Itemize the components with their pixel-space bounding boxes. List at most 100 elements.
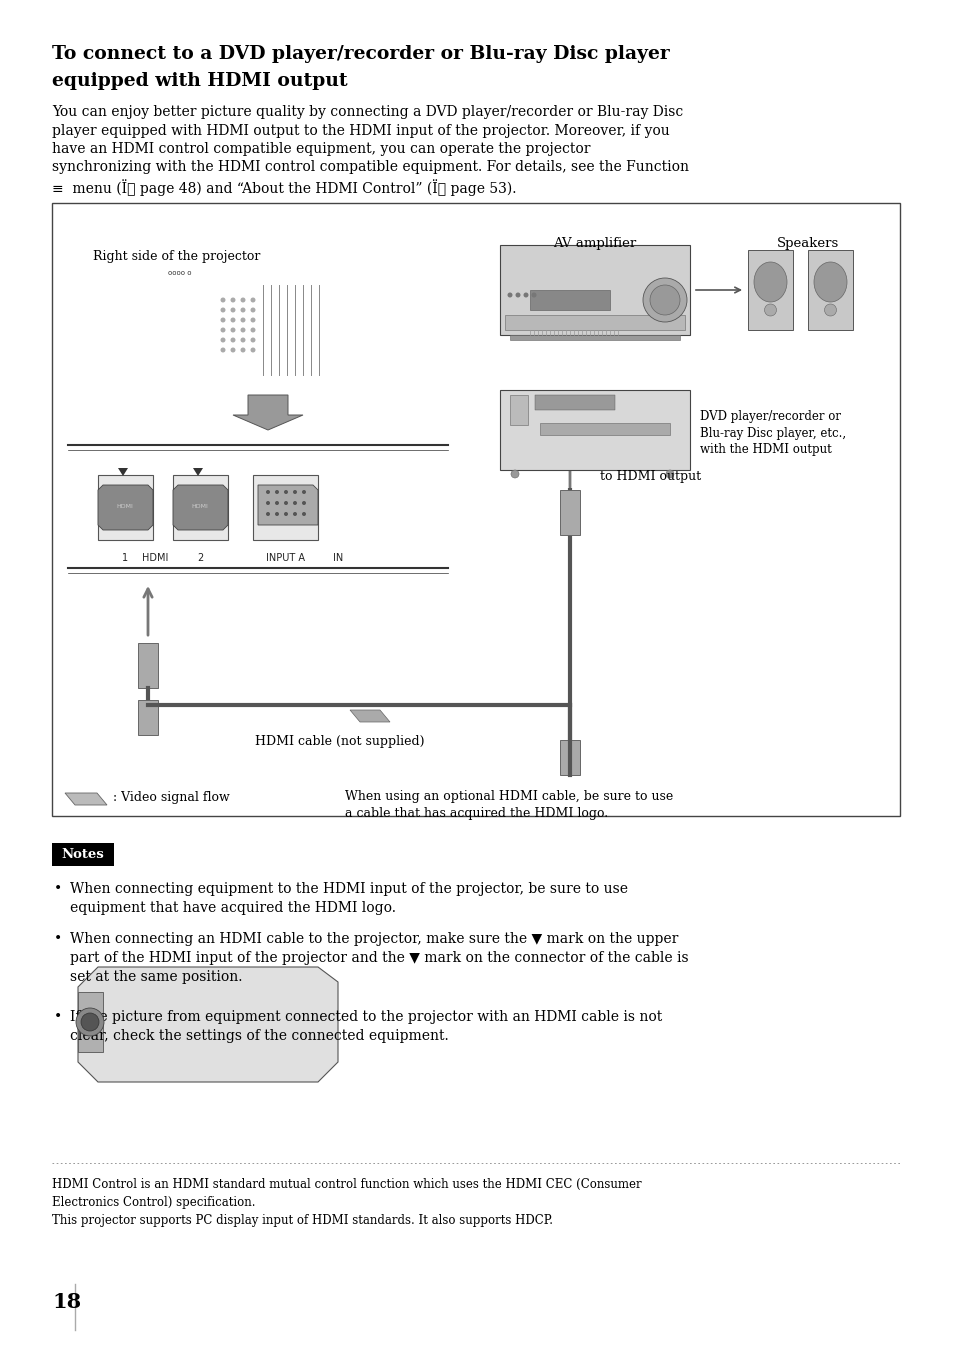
Text: IN: IN — [333, 553, 343, 562]
Circle shape — [642, 279, 686, 322]
Circle shape — [251, 327, 255, 333]
Circle shape — [231, 297, 235, 303]
Ellipse shape — [813, 262, 846, 301]
Circle shape — [220, 307, 225, 312]
Circle shape — [220, 297, 225, 303]
Ellipse shape — [753, 262, 786, 301]
Bar — [253, 475, 317, 539]
Bar — [510, 395, 527, 425]
Bar — [504, 315, 684, 330]
Polygon shape — [350, 710, 390, 722]
Polygon shape — [98, 485, 152, 530]
Circle shape — [302, 502, 306, 506]
Text: •: • — [54, 1010, 62, 1023]
Text: •: • — [54, 932, 62, 946]
Bar — [52, 844, 113, 867]
Circle shape — [220, 338, 225, 342]
Circle shape — [240, 297, 245, 303]
Circle shape — [251, 318, 255, 323]
Text: Electronics Control) specification.: Electronics Control) specification. — [52, 1197, 255, 1209]
Circle shape — [251, 347, 255, 353]
Circle shape — [240, 307, 245, 312]
Bar — [172, 475, 228, 539]
Bar — [535, 395, 615, 410]
Bar — [98, 475, 152, 539]
Circle shape — [240, 327, 245, 333]
Circle shape — [284, 502, 288, 506]
Text: : Video signal flow: : Video signal flow — [112, 791, 230, 804]
Text: have an HDMI control compatible equipment, you can operate the projector: have an HDMI control compatible equipmen… — [52, 142, 590, 155]
Circle shape — [81, 1013, 99, 1032]
Circle shape — [302, 512, 306, 516]
Circle shape — [220, 347, 225, 353]
Circle shape — [231, 347, 235, 353]
Text: You can enjoy better picture quality by connecting a DVD player/recorder or Blu-: You can enjoy better picture quality by … — [52, 105, 682, 119]
Circle shape — [302, 489, 306, 493]
Circle shape — [515, 292, 520, 297]
Text: ≡  menu (Ï‧ page 48) and “About the HDMI Control” (Ï‧ page 53).: ≡ menu (Ï‧ page 48) and “About the HDMI … — [52, 178, 516, 196]
Circle shape — [274, 502, 278, 506]
Circle shape — [523, 292, 528, 297]
Text: When connecting an HDMI cable to the projector, make sure the ▼ mark on the uppe: When connecting an HDMI cable to the pro… — [70, 932, 688, 984]
Text: 2: 2 — [196, 553, 203, 562]
Text: If the picture from equipment connected to the projector with an HDMI cable is n: If the picture from equipment connected … — [70, 1010, 661, 1042]
Circle shape — [251, 338, 255, 342]
Text: When using an optional HDMI cable, be sure to use
a cable that has acquired the : When using an optional HDMI cable, be su… — [345, 790, 673, 821]
Circle shape — [220, 318, 225, 323]
Polygon shape — [78, 992, 103, 1052]
Bar — [499, 245, 689, 335]
Text: To connect to a DVD player/recorder or Blu-ray Disc player: To connect to a DVD player/recorder or B… — [52, 45, 669, 64]
Circle shape — [649, 285, 679, 315]
Text: HDMI: HDMI — [142, 553, 168, 562]
Circle shape — [293, 512, 296, 516]
Circle shape — [665, 470, 673, 479]
Text: •: • — [54, 882, 62, 896]
Circle shape — [293, 489, 296, 493]
Circle shape — [823, 304, 836, 316]
Text: Right side of the projector: Right side of the projector — [92, 250, 260, 264]
Polygon shape — [193, 468, 203, 476]
Text: Notes: Notes — [62, 849, 104, 861]
Bar — [138, 700, 158, 735]
Text: DVD player/recorder or
Blu-ray Disc player, etc.,
with the HDMI output: DVD player/recorder or Blu-ray Disc play… — [700, 410, 845, 456]
Bar — [530, 289, 609, 310]
Bar — [747, 250, 792, 330]
Text: HDMI: HDMI — [116, 504, 133, 510]
Circle shape — [76, 1009, 104, 1036]
Text: synchronizing with the HDMI control compatible equipment. For details, see the F: synchronizing with the HDMI control comp… — [52, 161, 688, 174]
Text: oooo o: oooo o — [168, 270, 192, 276]
Circle shape — [266, 502, 270, 506]
Circle shape — [231, 318, 235, 323]
Polygon shape — [78, 967, 337, 1082]
Text: player equipped with HDMI output to the HDMI input of the projector. Moreover, i: player equipped with HDMI output to the … — [52, 123, 669, 138]
Bar — [499, 389, 689, 470]
Circle shape — [231, 307, 235, 312]
Circle shape — [266, 512, 270, 516]
Circle shape — [231, 338, 235, 342]
Circle shape — [284, 512, 288, 516]
Circle shape — [507, 292, 512, 297]
Circle shape — [240, 318, 245, 323]
Polygon shape — [65, 794, 107, 804]
Circle shape — [240, 347, 245, 353]
Circle shape — [240, 338, 245, 342]
Circle shape — [274, 489, 278, 493]
Text: AV amplifier: AV amplifier — [553, 237, 636, 250]
Bar — [807, 250, 852, 330]
Text: to HDMI output: to HDMI output — [599, 470, 700, 483]
Circle shape — [284, 489, 288, 493]
Polygon shape — [233, 395, 303, 430]
Polygon shape — [118, 468, 128, 476]
Bar — [510, 335, 679, 339]
Text: HDMI cable (not supplied): HDMI cable (not supplied) — [255, 735, 424, 748]
Bar — [559, 489, 579, 535]
Bar — [52, 203, 899, 817]
Circle shape — [531, 292, 536, 297]
Circle shape — [266, 489, 270, 493]
Circle shape — [251, 297, 255, 303]
Circle shape — [251, 307, 255, 312]
Circle shape — [293, 502, 296, 506]
Circle shape — [220, 327, 225, 333]
Circle shape — [763, 304, 776, 316]
Circle shape — [274, 512, 278, 516]
